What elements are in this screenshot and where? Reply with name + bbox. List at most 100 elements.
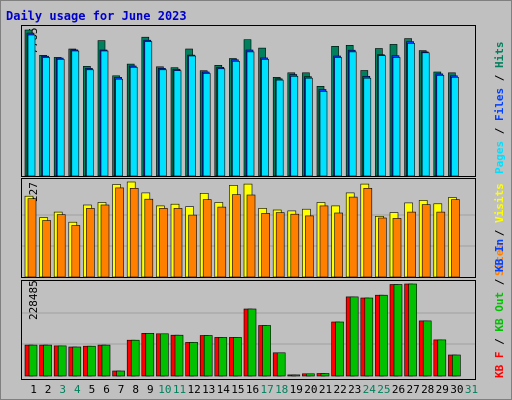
day-label-26: 26 <box>392 383 405 396</box>
day-label-14: 14 <box>217 383 231 396</box>
bar-pages-day-1 <box>27 34 36 177</box>
bar-kbout-day-28 <box>422 320 432 377</box>
legend-hits: Hits <box>493 42 506 69</box>
day-label-13: 13 <box>202 383 215 396</box>
bar-kbout-day-23 <box>349 296 359 377</box>
day-label-11: 11 <box>173 383 186 396</box>
day-label-27: 27 <box>406 383 419 396</box>
legend-sites: Sites <box>493 243 506 276</box>
bar-sites-day-26 <box>392 218 402 278</box>
bar-kbout-day-13 <box>203 335 213 377</box>
bar-pages-day-10 <box>159 69 167 177</box>
bar-pages-day-7 <box>115 78 123 177</box>
day-label-28: 28 <box>421 383 434 396</box>
bar-pages-day-20 <box>305 77 313 177</box>
day-label-7: 7 <box>118 383 125 396</box>
day-label-6: 6 <box>103 383 110 396</box>
day-label-20: 20 <box>304 383 317 396</box>
bar-sites-day-24 <box>363 188 373 278</box>
bar-pages-day-23 <box>348 51 357 177</box>
bar-kbout-day-18 <box>276 352 286 377</box>
bar-sites-day-3 <box>56 214 66 278</box>
bar-pages-day-5 <box>86 69 94 177</box>
day-label-1: 1 <box>30 383 37 396</box>
bar-kbout-day-20 <box>306 373 315 377</box>
bar-kbout-day-21 <box>320 373 330 377</box>
bar-pages-day-2 <box>42 57 50 177</box>
bar-pages-day-9 <box>144 41 153 177</box>
day-label-3: 3 <box>59 383 66 396</box>
bar-sites-day-22 <box>334 212 343 278</box>
bar-kbout-day-11 <box>174 334 184 377</box>
legend-sep-4: / <box>493 332 506 352</box>
day-label-16: 16 <box>246 383 259 396</box>
bar-kbout-day-25 <box>379 294 388 377</box>
legend-kbf: KB F <box>493 352 506 379</box>
bar-sites-day-4 <box>71 225 81 278</box>
day-label-21: 21 <box>319 383 332 396</box>
bar-pages-day-17 <box>261 59 269 177</box>
bar-kbout-day-4 <box>72 346 82 377</box>
bar-sites-day-29 <box>436 211 446 278</box>
bar-kbout-day-10 <box>160 333 169 377</box>
svg-text:Pages / Files / Hits: Pages / Files / Hits <box>493 42 506 175</box>
bar-sites-day-30 <box>451 199 460 278</box>
legend-pages: Pages <box>493 141 506 174</box>
panel-middle-bars <box>22 181 475 278</box>
bar-sites-day-20 <box>305 215 314 278</box>
day-label-18: 18 <box>275 383 288 396</box>
panel-top-bars <box>24 29 459 177</box>
chart-title: Daily usage for June 2023 <box>6 9 187 23</box>
bar-sites-day-19 <box>290 213 300 278</box>
bar-pages-day-8 <box>129 67 138 177</box>
panel-top-legend: Pages / Files / Hits <box>493 42 506 175</box>
bar-pages-day-12 <box>188 55 196 177</box>
bar-kbout-day-29 <box>437 339 447 377</box>
bar-kbout-day-2 <box>43 344 52 377</box>
day-label-4: 4 <box>74 383 81 396</box>
bar-sites-day-7 <box>115 187 124 278</box>
bar-kbout-day-24 <box>364 297 374 377</box>
bar-pages-day-15 <box>232 60 240 177</box>
day-label-9: 9 <box>147 383 154 396</box>
panel-bottom-legend: KB F / KB Out / KB In <box>493 239 506 378</box>
bar-sites-day-6 <box>100 204 110 278</box>
bar-sites-day-21 <box>319 205 329 278</box>
bar-kbout-day-7 <box>116 370 125 377</box>
bar-sites-day-16 <box>246 194 256 278</box>
panel-bottom-bars <box>22 283 475 377</box>
bar-kbout-day-8 <box>130 339 140 377</box>
panel-bottom-ymax-label: 228485 <box>27 280 40 320</box>
bar-sites-day-28 <box>421 204 431 278</box>
bar-pages-day-13 <box>202 73 211 177</box>
bar-pages-day-3 <box>56 59 65 177</box>
day-label-12: 12 <box>187 383 200 396</box>
legend-visits: Visits <box>493 183 506 223</box>
legend-files: Files <box>493 88 506 121</box>
bar-sites-day-2 <box>42 220 51 278</box>
bar-kbout-day-9 <box>145 332 155 377</box>
bar-sites-day-11 <box>173 208 183 278</box>
bar-sites-day-25 <box>378 217 387 278</box>
legend-sep-5: / <box>493 272 506 292</box>
day-label-10: 10 <box>158 383 171 396</box>
bar-sites-day-18 <box>275 212 285 278</box>
bar-sites-day-15 <box>232 194 241 278</box>
day-label-24: 24 <box>363 383 377 396</box>
day-label-15: 15 <box>231 383 244 396</box>
day-label-30: 30 <box>450 383 463 396</box>
bar-kbout-day-19 <box>291 374 301 377</box>
day-label-25: 25 <box>377 383 390 396</box>
bar-kbout-day-6 <box>101 344 111 377</box>
bar-pages-day-25 <box>378 55 386 177</box>
bar-kbout-day-22 <box>335 321 344 377</box>
bar-sites-day-9 <box>144 198 154 278</box>
day-label-19: 19 <box>290 383 303 396</box>
bar-sites-day-23 <box>348 196 358 278</box>
legend-sep-2: / <box>493 68 506 88</box>
bar-sites-day-17 <box>261 213 270 278</box>
day-label-17: 17 <box>260 383 273 396</box>
bar-pages-day-26 <box>392 57 401 177</box>
day-label-8: 8 <box>132 383 139 396</box>
bar-kbout-day-30 <box>452 354 461 377</box>
